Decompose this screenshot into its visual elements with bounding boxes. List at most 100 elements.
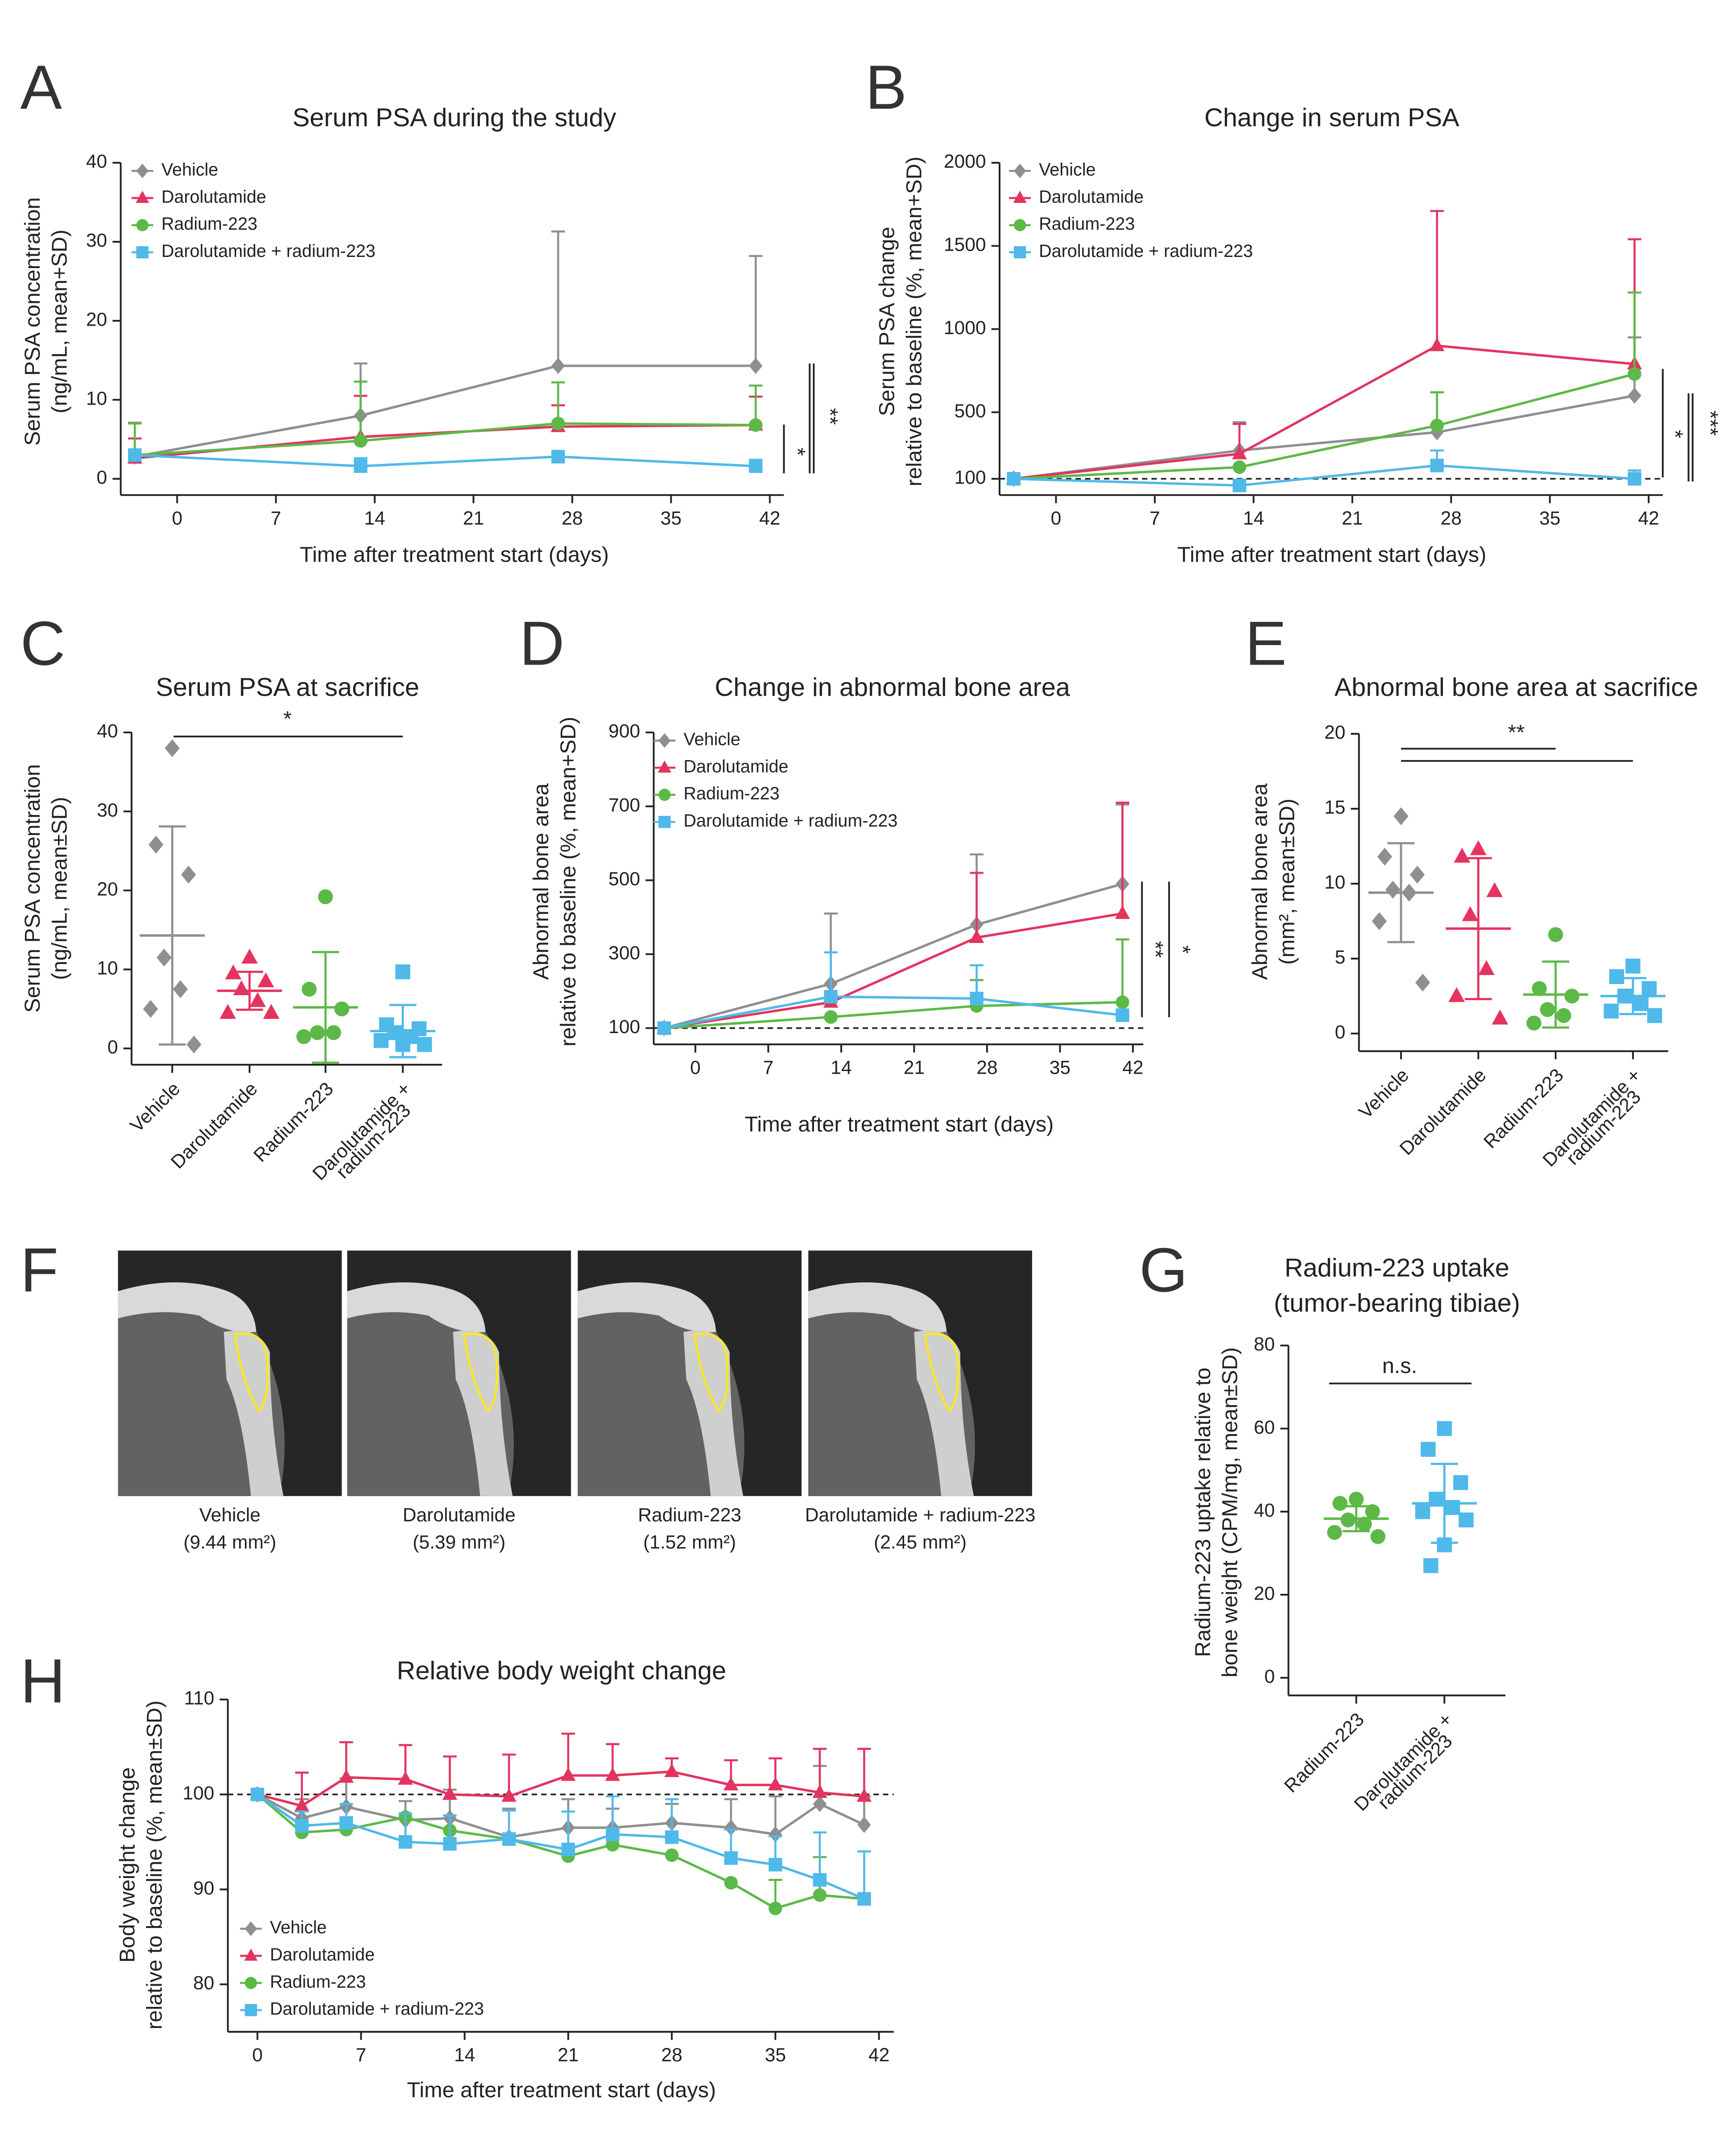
y-tick-label: 30	[86, 230, 107, 251]
marker	[813, 1888, 827, 1902]
femur	[118, 1282, 256, 1332]
marker	[605, 1767, 620, 1781]
marker	[417, 1037, 432, 1052]
y-tick-label: 1500	[944, 234, 986, 256]
marker	[136, 163, 149, 178]
marker	[724, 1851, 738, 1865]
legend-label: Vehicle	[161, 160, 218, 180]
x-axis-label: Time after treatment start (days)	[1177, 543, 1486, 567]
y-tick-label: 500	[608, 869, 640, 890]
marker	[1007, 472, 1021, 486]
marker	[1377, 848, 1393, 866]
significance-label: *	[283, 707, 292, 731]
significance-label: *	[1663, 430, 1687, 438]
image-caption: Radium-223	[638, 1505, 741, 1526]
series-line	[664, 995, 1123, 1030]
marker	[813, 1795, 827, 1812]
marker	[1430, 418, 1444, 433]
x-tick-label: 42	[868, 2044, 889, 2066]
image-area: (5.39 mm²)	[413, 1531, 505, 1553]
marker	[244, 1977, 257, 1989]
marker	[857, 1816, 871, 1833]
x-tick-label: 7	[763, 1057, 774, 1078]
significance-label: **	[1508, 720, 1525, 744]
lesion-outline	[233, 1332, 269, 1413]
y-tick-label: 20	[97, 878, 118, 900]
marker	[657, 1021, 671, 1035]
marker	[749, 357, 763, 374]
marker	[1232, 446, 1247, 459]
marker	[1556, 1008, 1571, 1023]
series-line	[134, 364, 756, 458]
series-line	[1013, 344, 1635, 480]
chart-title: Change in serum PSA	[1204, 103, 1459, 132]
y-axis-label: Radium-223 uptake relative to	[1191, 1368, 1215, 1657]
marker	[1357, 1516, 1372, 1532]
x-tick-label: 0	[252, 2044, 263, 2066]
marker	[1340, 1512, 1356, 1528]
image-caption: Darolutamide + radium-223	[805, 1505, 1036, 1526]
marker	[1327, 1525, 1342, 1540]
marker	[241, 948, 258, 964]
legend-label: Radium-223	[270, 1972, 366, 1992]
legend-label: Darolutamide + radium-223	[683, 811, 897, 831]
y-tick-label: 30	[97, 799, 118, 821]
marker	[606, 1827, 620, 1841]
y-tick-label: 300	[608, 942, 640, 964]
marker	[749, 418, 763, 432]
chart-title: Relative body weight change	[397, 1656, 727, 1685]
marker	[257, 972, 274, 988]
y-tick-label: 60	[1254, 1417, 1275, 1438]
y-tick-label: 10	[97, 958, 118, 979]
marker	[294, 1798, 310, 1812]
significance-label: n.s.	[1382, 1354, 1417, 1378]
legend-label: Darolutamide + radium-223	[161, 241, 376, 261]
marker	[136, 246, 149, 259]
marker	[219, 1004, 236, 1019]
femur	[578, 1282, 716, 1332]
y-tick-label: 2000	[944, 151, 986, 172]
marker	[1492, 1009, 1509, 1025]
marker	[1459, 1512, 1474, 1528]
marker	[302, 981, 317, 997]
chart-title: Radium-223 uptake	[1285, 1253, 1509, 1282]
significance-label: ***	[1698, 410, 1722, 436]
y-tick-label: 110	[184, 1687, 215, 1709]
y-axis-label: Abnormal bone area	[529, 783, 553, 980]
marker	[250, 1787, 265, 1801]
marker	[1628, 367, 1641, 381]
significance-label: *	[1171, 945, 1195, 954]
y-axis-label: relative to baseline (%, mean+SD)	[902, 157, 926, 486]
marker	[1116, 1008, 1129, 1022]
series-line	[1013, 394, 1635, 480]
marker	[1116, 995, 1129, 1009]
marker	[1564, 988, 1579, 1004]
y-tick-label: 1000	[944, 317, 986, 339]
marker	[502, 1832, 516, 1846]
marker	[724, 1876, 738, 1890]
femur	[347, 1282, 486, 1332]
legend-label: Vehicle	[683, 730, 740, 749]
marker	[824, 1010, 838, 1024]
marker	[354, 459, 368, 473]
marker	[1641, 981, 1657, 996]
y-tick-label: 900	[608, 720, 640, 742]
marker	[244, 2004, 257, 2016]
marker	[1365, 1504, 1380, 1519]
marker	[768, 1777, 783, 1791]
marker	[665, 1830, 679, 1844]
marker	[1540, 1002, 1555, 1017]
x-tick-label: 7	[271, 508, 281, 529]
marker	[295, 1819, 309, 1833]
marker	[664, 1763, 679, 1777]
marker	[1385, 881, 1401, 899]
marker	[970, 992, 984, 1005]
legend-label: Darolutamide	[161, 187, 266, 207]
series-line	[135, 454, 756, 467]
marker	[1470, 840, 1487, 856]
panel-letter: B	[865, 52, 907, 122]
marker	[398, 1771, 413, 1785]
marker	[1647, 1008, 1662, 1023]
y-tick-label: 20	[1324, 722, 1345, 743]
marker	[1628, 472, 1641, 486]
